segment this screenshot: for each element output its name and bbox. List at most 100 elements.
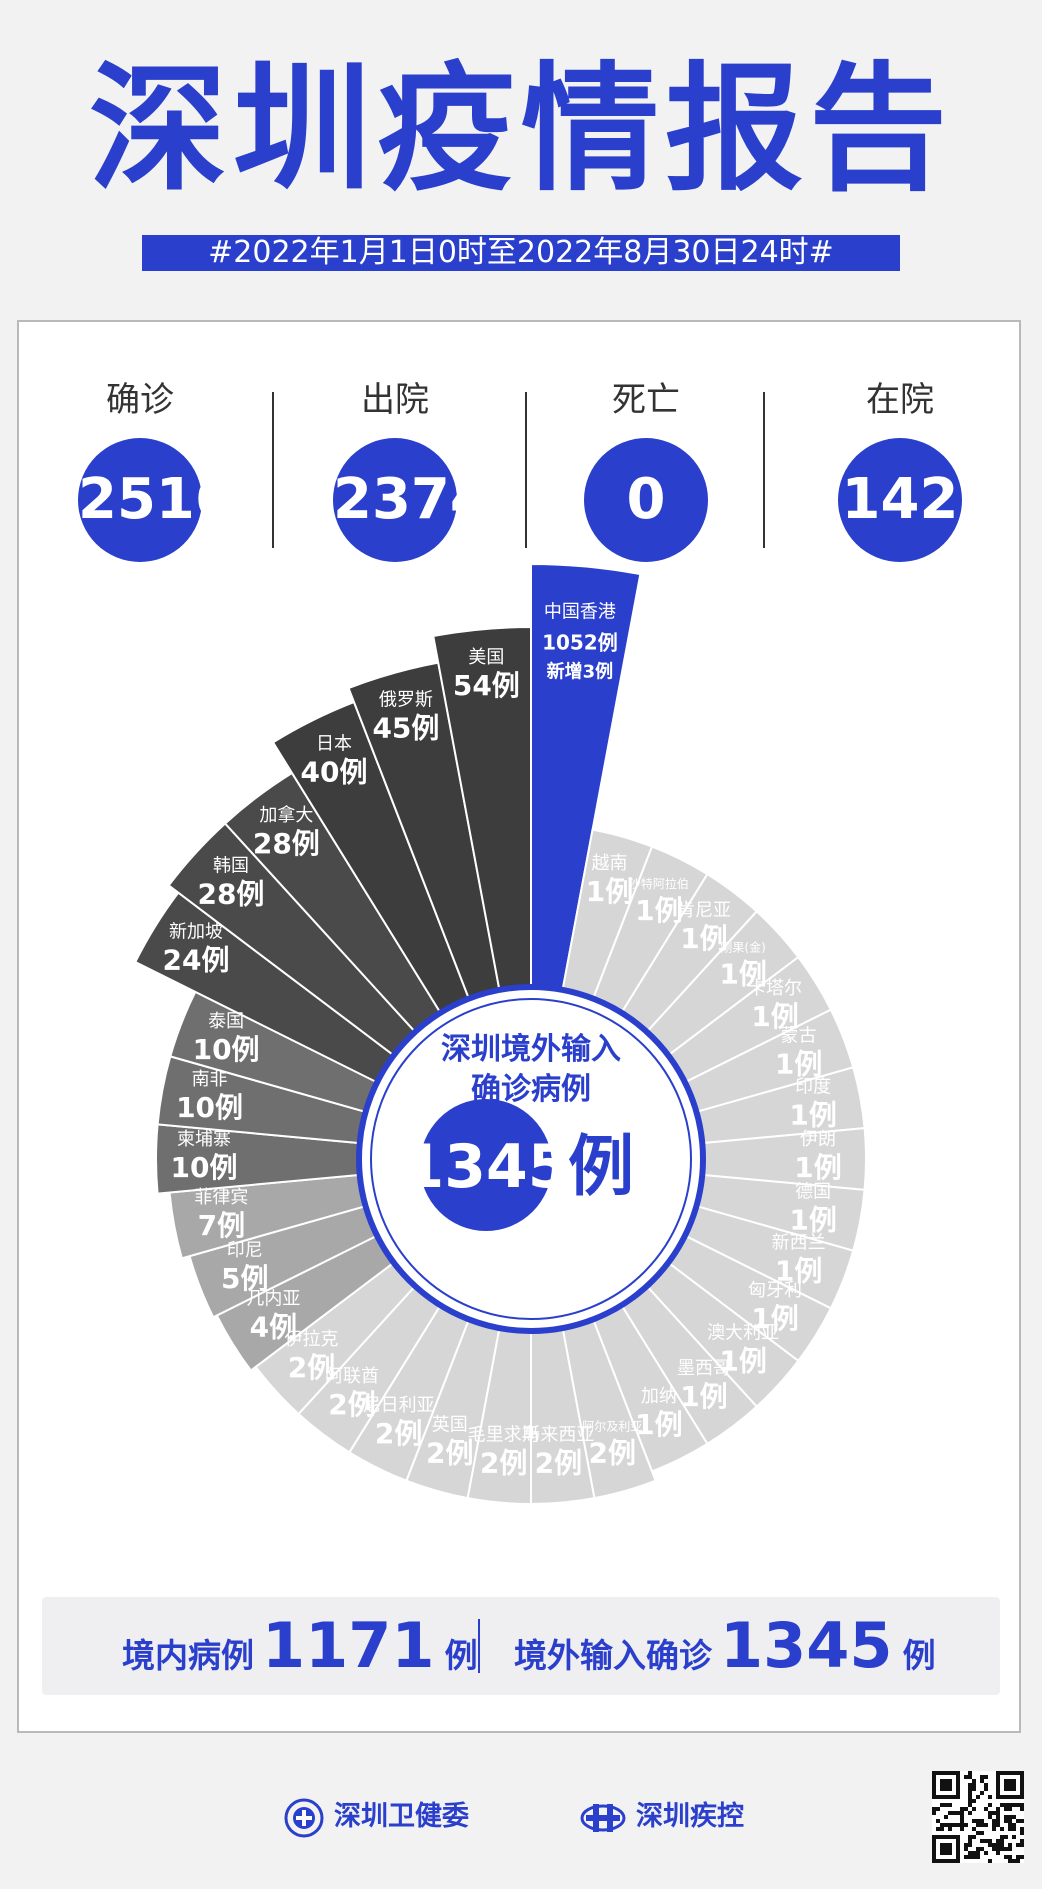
sector-value-label: 1例 bbox=[789, 1204, 836, 1237]
divider bbox=[525, 392, 527, 548]
sector-country-label: 英国 bbox=[432, 1415, 468, 1436]
divider bbox=[272, 392, 274, 548]
domestic-value: 1171 bbox=[262, 1609, 435, 1682]
sector-country-label: 伊朗 bbox=[800, 1129, 836, 1150]
sector-value-label: 28例 bbox=[253, 827, 320, 860]
hub-total-circle bbox=[420, 1099, 552, 1231]
health-commission-logo-icon bbox=[284, 1798, 324, 1837]
sector-value-label: 1例 bbox=[586, 875, 633, 908]
sector-value-label: 54例 bbox=[453, 669, 520, 702]
sector-value-label: 2例 bbox=[328, 1388, 375, 1421]
sector-country-label: 中国香港 bbox=[544, 601, 616, 622]
sector-value-label: 1052例 bbox=[542, 630, 618, 654]
sector-value-label: 1例 bbox=[719, 958, 766, 991]
qr-code-icon[interactable] bbox=[932, 1771, 1024, 1863]
sector-country-label: 韩国 bbox=[213, 855, 249, 876]
org1-name: 深圳卫健委 bbox=[334, 1801, 469, 1832]
divider bbox=[763, 392, 765, 548]
imported-unit: 例 bbox=[902, 1636, 936, 1675]
sector-country-label: 俄罗斯 bbox=[379, 689, 433, 710]
sector-country-label: 加拿大 bbox=[259, 804, 313, 826]
stat-value: 142 bbox=[838, 438, 962, 562]
stat-value: 2374 bbox=[333, 438, 489, 562]
sector-value-label: 1例 bbox=[635, 894, 682, 927]
sector-country-label: 尼日利亚 bbox=[363, 1395, 435, 1416]
stat-label: 出院 bbox=[361, 380, 429, 420]
sector-country-label: 新加坡 bbox=[169, 922, 223, 943]
page-title: 深圳疫情报告 bbox=[88, 49, 953, 210]
sector-value-label: 4例 bbox=[250, 1311, 297, 1344]
sector-country-label: 日本 bbox=[316, 733, 352, 754]
sector-value-label: 2例 bbox=[375, 1417, 422, 1450]
cdc-logo-icon bbox=[580, 1803, 626, 1832]
sector-value-label: 28例 bbox=[197, 877, 264, 910]
sector-value-label: 2例 bbox=[426, 1437, 473, 1470]
stat-confirmed: 确诊 2516 bbox=[40, 380, 240, 562]
divider bbox=[478, 1619, 480, 1673]
sector-value-label: 40例 bbox=[300, 755, 367, 788]
sector-country-label: 肯尼亚 bbox=[677, 900, 731, 921]
sector-country-label: 阿联酋 bbox=[325, 1366, 379, 1387]
sector-value-label: 1例 bbox=[751, 1000, 798, 1033]
stat-label: 确诊 bbox=[106, 380, 174, 420]
sector-value-label: 10例 bbox=[193, 1033, 260, 1066]
sector-country-label: 印度 bbox=[795, 1076, 831, 1097]
sector-country-label: 泰国 bbox=[208, 1011, 244, 1032]
sector-value-label: 10例 bbox=[176, 1091, 243, 1124]
chart-sectors bbox=[133, 562, 867, 1506]
sector-note-label: 新增3例 bbox=[547, 660, 614, 682]
sector-value-label: 7例 bbox=[198, 1209, 245, 1242]
sector-value-label: 45例 bbox=[372, 711, 439, 744]
footer-org-health-commission: 深圳卫健委 bbox=[284, 1797, 469, 1837]
stat-value: 0 bbox=[584, 438, 708, 562]
stat-hospitalized: 在院 142 bbox=[800, 380, 1000, 562]
stat-label: 在院 bbox=[866, 380, 934, 420]
stat-label: 死亡 bbox=[612, 380, 680, 420]
sector-value-label: 1例 bbox=[635, 1408, 682, 1441]
sector-value-label: 1例 bbox=[680, 922, 727, 955]
sector-country-label: 马来西亚 bbox=[522, 1425, 594, 1446]
sector-country-label: 澳大利亚 bbox=[707, 1322, 779, 1343]
sector-country-label: 菲律宾 bbox=[194, 1187, 248, 1208]
sector-country-label: 美国 bbox=[468, 647, 504, 668]
sector-value-label: 2例 bbox=[480, 1447, 527, 1480]
imported-summary: 境外输入确诊 1345 例 bbox=[514, 1597, 936, 1695]
domestic-unit: 例 bbox=[444, 1636, 478, 1675]
sector-value-label: 1例 bbox=[794, 1151, 841, 1184]
date-range-banner: #2022年1月1日0时至2022年8月30日24时# bbox=[142, 235, 900, 271]
sector-value-label: 1例 bbox=[775, 1255, 822, 1288]
sector-country-label: 加纳 bbox=[641, 1386, 677, 1407]
hub-title-line1: 深圳境外输入 bbox=[441, 1032, 621, 1067]
sector-country-label: 德国 bbox=[795, 1182, 831, 1203]
summary-bar: 境内病例 1171 例 境外输入确诊 1345 例 bbox=[42, 1597, 1000, 1695]
sector-value-label: 10例 bbox=[171, 1151, 238, 1184]
sector-country-label: 阿尔及利亚 bbox=[582, 1419, 642, 1434]
hub-total-unit: 例 bbox=[568, 1128, 634, 1205]
domestic-label: 境内病例 bbox=[122, 1636, 254, 1675]
imported-label: 境外输入确诊 bbox=[514, 1636, 712, 1675]
domestic-summary: 境内病例 1171 例 bbox=[122, 1597, 478, 1695]
sector-country-label: 新西兰 bbox=[772, 1233, 826, 1254]
sector-country-label: 伊拉克 bbox=[285, 1329, 339, 1350]
hub-total-value: 1345 bbox=[403, 1132, 570, 1202]
org2-name: 深圳疾控 bbox=[636, 1801, 744, 1832]
sector-value-label: 1例 bbox=[775, 1047, 822, 1080]
footer-org-cdc: 深圳疾控 bbox=[580, 1797, 744, 1837]
sector-country-label: 蒙古 bbox=[781, 1025, 817, 1046]
sector-country-label: 印尼 bbox=[227, 1240, 263, 1261]
sector-value-label: 2例 bbox=[288, 1351, 335, 1384]
sector-country-label: 越南 bbox=[592, 853, 628, 874]
sector-country-label: 刚果(金) bbox=[720, 940, 765, 955]
sector-value-label: 5例 bbox=[221, 1262, 268, 1295]
sector-value-label: 1例 bbox=[680, 1380, 727, 1413]
sector-country-label: 毛里求斯 bbox=[468, 1425, 540, 1446]
sector-country-label: 匈牙利 bbox=[748, 1280, 802, 1301]
chart-labels: 中国香港1052例新增3例越南1例沙特阿拉伯1例肯尼亚1例刚果(金)1例卡塔尔1… bbox=[163, 601, 842, 1479]
sector-country-label: 柬埔寨 bbox=[177, 1129, 231, 1150]
imported-value: 1345 bbox=[720, 1609, 893, 1682]
sector-country-label: 南非 bbox=[192, 1069, 228, 1090]
sector-value-label: 1例 bbox=[719, 1344, 766, 1377]
sector-value-label: 2例 bbox=[589, 1437, 636, 1470]
sector-country-label: 沙特阿拉伯 bbox=[629, 876, 689, 891]
